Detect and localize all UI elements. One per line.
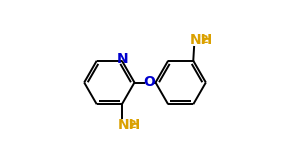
Text: NH: NH: [190, 33, 213, 48]
Text: 2: 2: [128, 120, 136, 130]
Text: 2: 2: [200, 35, 208, 45]
Text: NH: NH: [117, 117, 141, 132]
Text: N: N: [116, 52, 128, 66]
Text: O: O: [143, 76, 155, 89]
